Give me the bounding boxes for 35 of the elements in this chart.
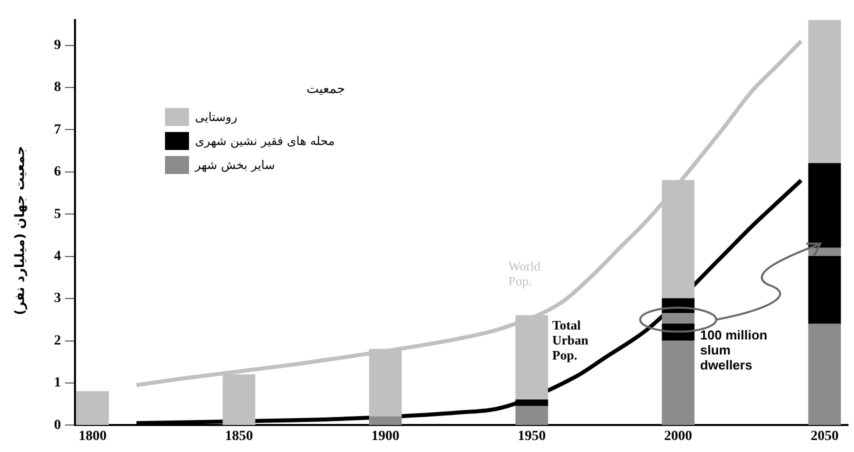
y-tick-label: 8 xyxy=(54,80,61,96)
bar xyxy=(76,391,109,426)
x-tick-label: 1950 xyxy=(518,429,546,444)
bar xyxy=(369,416,402,426)
x-tick-label: 2050 xyxy=(810,429,839,444)
series-label: World Pop. xyxy=(508,258,542,289)
y-tick-label: 5 xyxy=(54,206,61,222)
bar xyxy=(662,340,695,426)
legend-title: جمعیت xyxy=(305,82,345,97)
legend-label: سایر بخش شهر xyxy=(195,158,275,172)
legend-label: محله های فقیر نشین شهری xyxy=(195,134,335,148)
y-tick-label: 3 xyxy=(54,291,61,306)
bar xyxy=(808,20,841,164)
y-tick-label: 1 xyxy=(54,376,61,391)
y-tick-label: 0 xyxy=(54,418,61,433)
x-tick-label: 2000 xyxy=(664,429,692,444)
y-tick-label: 2 xyxy=(54,333,61,348)
annotation: 100 million slum dwellers xyxy=(700,328,768,373)
bar xyxy=(808,256,841,324)
legend-label: روستایی xyxy=(195,110,238,124)
x-tick-label: 1900 xyxy=(371,429,400,444)
x-tick-label: 1850 xyxy=(224,429,253,444)
bar xyxy=(515,406,548,426)
bar xyxy=(515,400,548,407)
y-tick-label: 6 xyxy=(54,164,61,180)
bar xyxy=(808,163,841,248)
bar xyxy=(662,180,695,299)
x-tick-label: 1800 xyxy=(78,429,107,444)
y-axis-title: جمعیت جهان (میلیارد نفر) xyxy=(14,145,28,315)
bar xyxy=(808,324,841,426)
bar xyxy=(662,313,695,324)
y-tick-label: 9 xyxy=(54,38,61,53)
y-tick-label: 7 xyxy=(54,122,61,138)
series-label: Total Urban Pop. xyxy=(552,318,590,363)
y-tick-label: 4 xyxy=(54,248,61,264)
